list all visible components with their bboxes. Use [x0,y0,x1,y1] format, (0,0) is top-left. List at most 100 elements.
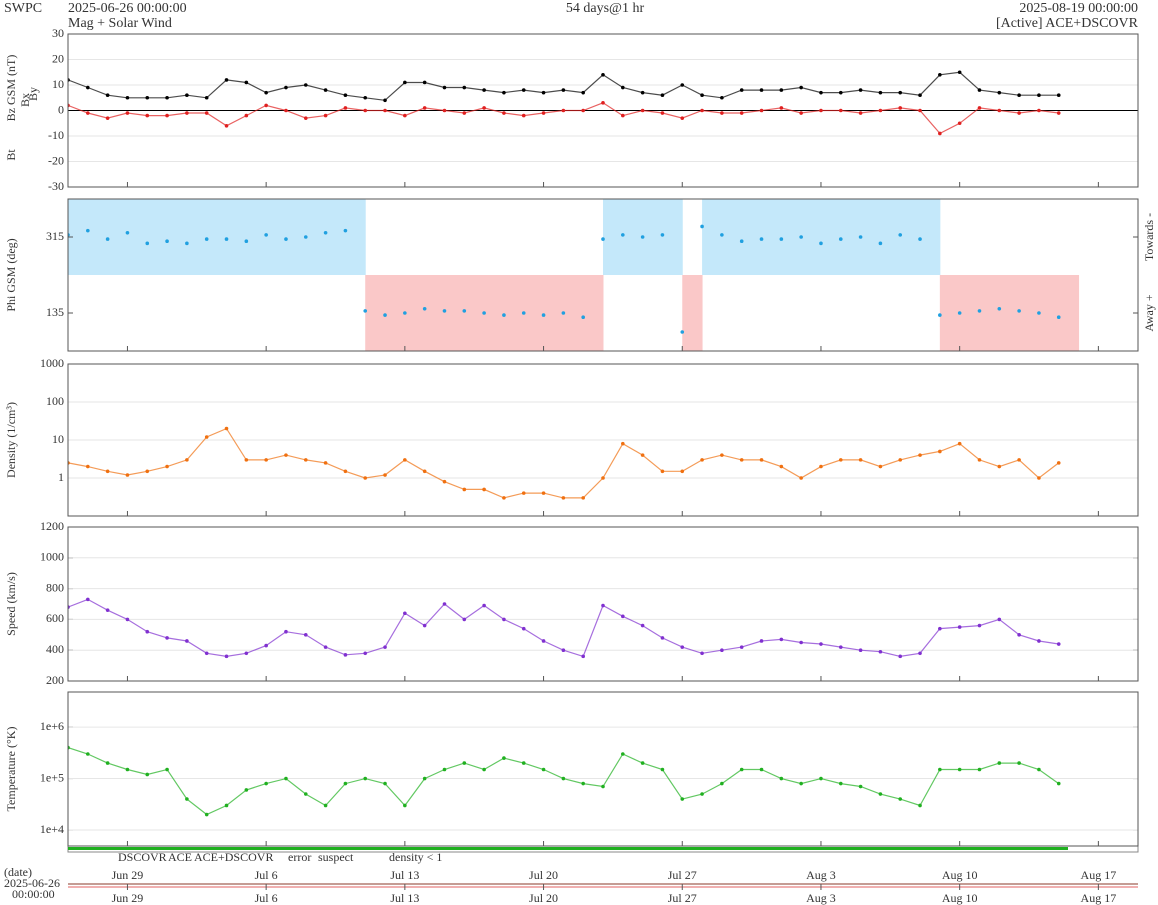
data-point [363,309,368,313]
data-point [581,315,585,320]
data-point [898,233,903,237]
data-point [1017,458,1021,462]
data-point [957,767,962,772]
data-point [86,228,90,233]
data-point [541,111,546,115]
sector-band [186,199,208,275]
data-point [264,233,268,237]
data-point [779,237,784,241]
data-point [759,88,764,92]
data-point [323,230,328,235]
data-point [244,113,249,118]
data-point [957,70,962,75]
y-axis-label: Speed (km/s) [4,572,18,636]
data-point [680,645,685,649]
data-point [838,645,843,649]
data-point [541,491,546,495]
data-point [125,111,130,115]
sector-band [741,199,763,275]
panel-frame [67,33,1139,188]
y-tick-label: 1e+6 [40,719,64,733]
y-axis-label: Temperature (°K) [4,727,18,812]
data-point [442,85,447,90]
status-legend-item: ACE [168,850,192,864]
data-point [1056,461,1061,465]
data-point [938,449,942,454]
data-point [343,781,348,786]
data-point [502,90,506,95]
data-point [86,85,90,90]
data-point [462,309,467,313]
y-tick-label: 10 [52,432,64,446]
data-point [898,106,903,110]
data-point [383,473,387,477]
y-axis-label: Phi GSM (deg) [4,238,18,311]
data-point [878,241,883,246]
data-point [185,458,189,462]
data-point [977,106,982,110]
data-point [819,241,823,246]
data-point [383,108,387,113]
data-point [224,803,229,808]
y-tick-label: 800 [46,580,64,594]
data-point [264,643,268,648]
data-point [422,80,427,85]
data-point [799,85,803,90]
data-point [105,237,110,241]
start-clock: 00:00:00 [12,887,55,901]
data-point [145,772,150,777]
data-point [343,106,348,110]
data-point [165,239,169,244]
data-point [858,235,863,239]
series-group [68,745,1061,817]
data-point [838,781,843,786]
y-tick-label: 100 [46,394,64,408]
data-point [1037,311,1041,315]
data-point [462,761,467,765]
data-point [838,108,843,113]
panel: 1e+4 1e+5 1e+6 Temperature (°K) [4,691,1139,847]
data-point [700,93,704,97]
data-point [601,784,605,789]
sector-band [464,275,485,351]
y-tick-label: 30 [52,26,64,40]
data-point [1037,767,1041,772]
data-point [462,111,467,115]
data-point [918,803,922,808]
data-point [680,330,685,334]
data-point [720,648,724,652]
panel: 200 400 600 800 1000 1200 Speed (km/s) [4,519,1139,687]
data-point [640,90,645,95]
data-point [521,761,526,765]
data-point [224,124,229,128]
sector-band [523,275,545,351]
data-point [660,636,665,640]
data-point [303,633,308,637]
data-point [680,469,685,474]
data-point [264,458,268,462]
component-label: Bx [18,93,32,107]
y-tick-label: 315 [46,229,64,243]
data-point [165,767,169,772]
data-point [363,95,368,100]
data-point [878,649,883,654]
data-point [938,73,942,77]
series-line [68,71,1059,101]
x-tick-label: Aug 3 [806,891,836,905]
series-line [68,102,1059,135]
data-point [224,237,229,241]
x-tick-label: Jul 6 [255,891,278,905]
sector-band [266,199,287,275]
data-point [145,95,150,100]
data-point [185,93,189,97]
data-point [244,239,249,244]
data-point [739,645,744,649]
data-point [125,95,130,100]
sector-band [87,199,109,275]
data-point [1037,93,1041,97]
data-point [482,106,486,110]
data-point [244,788,249,792]
data-point [977,309,982,313]
data-point [422,306,427,311]
data-point [185,241,189,246]
